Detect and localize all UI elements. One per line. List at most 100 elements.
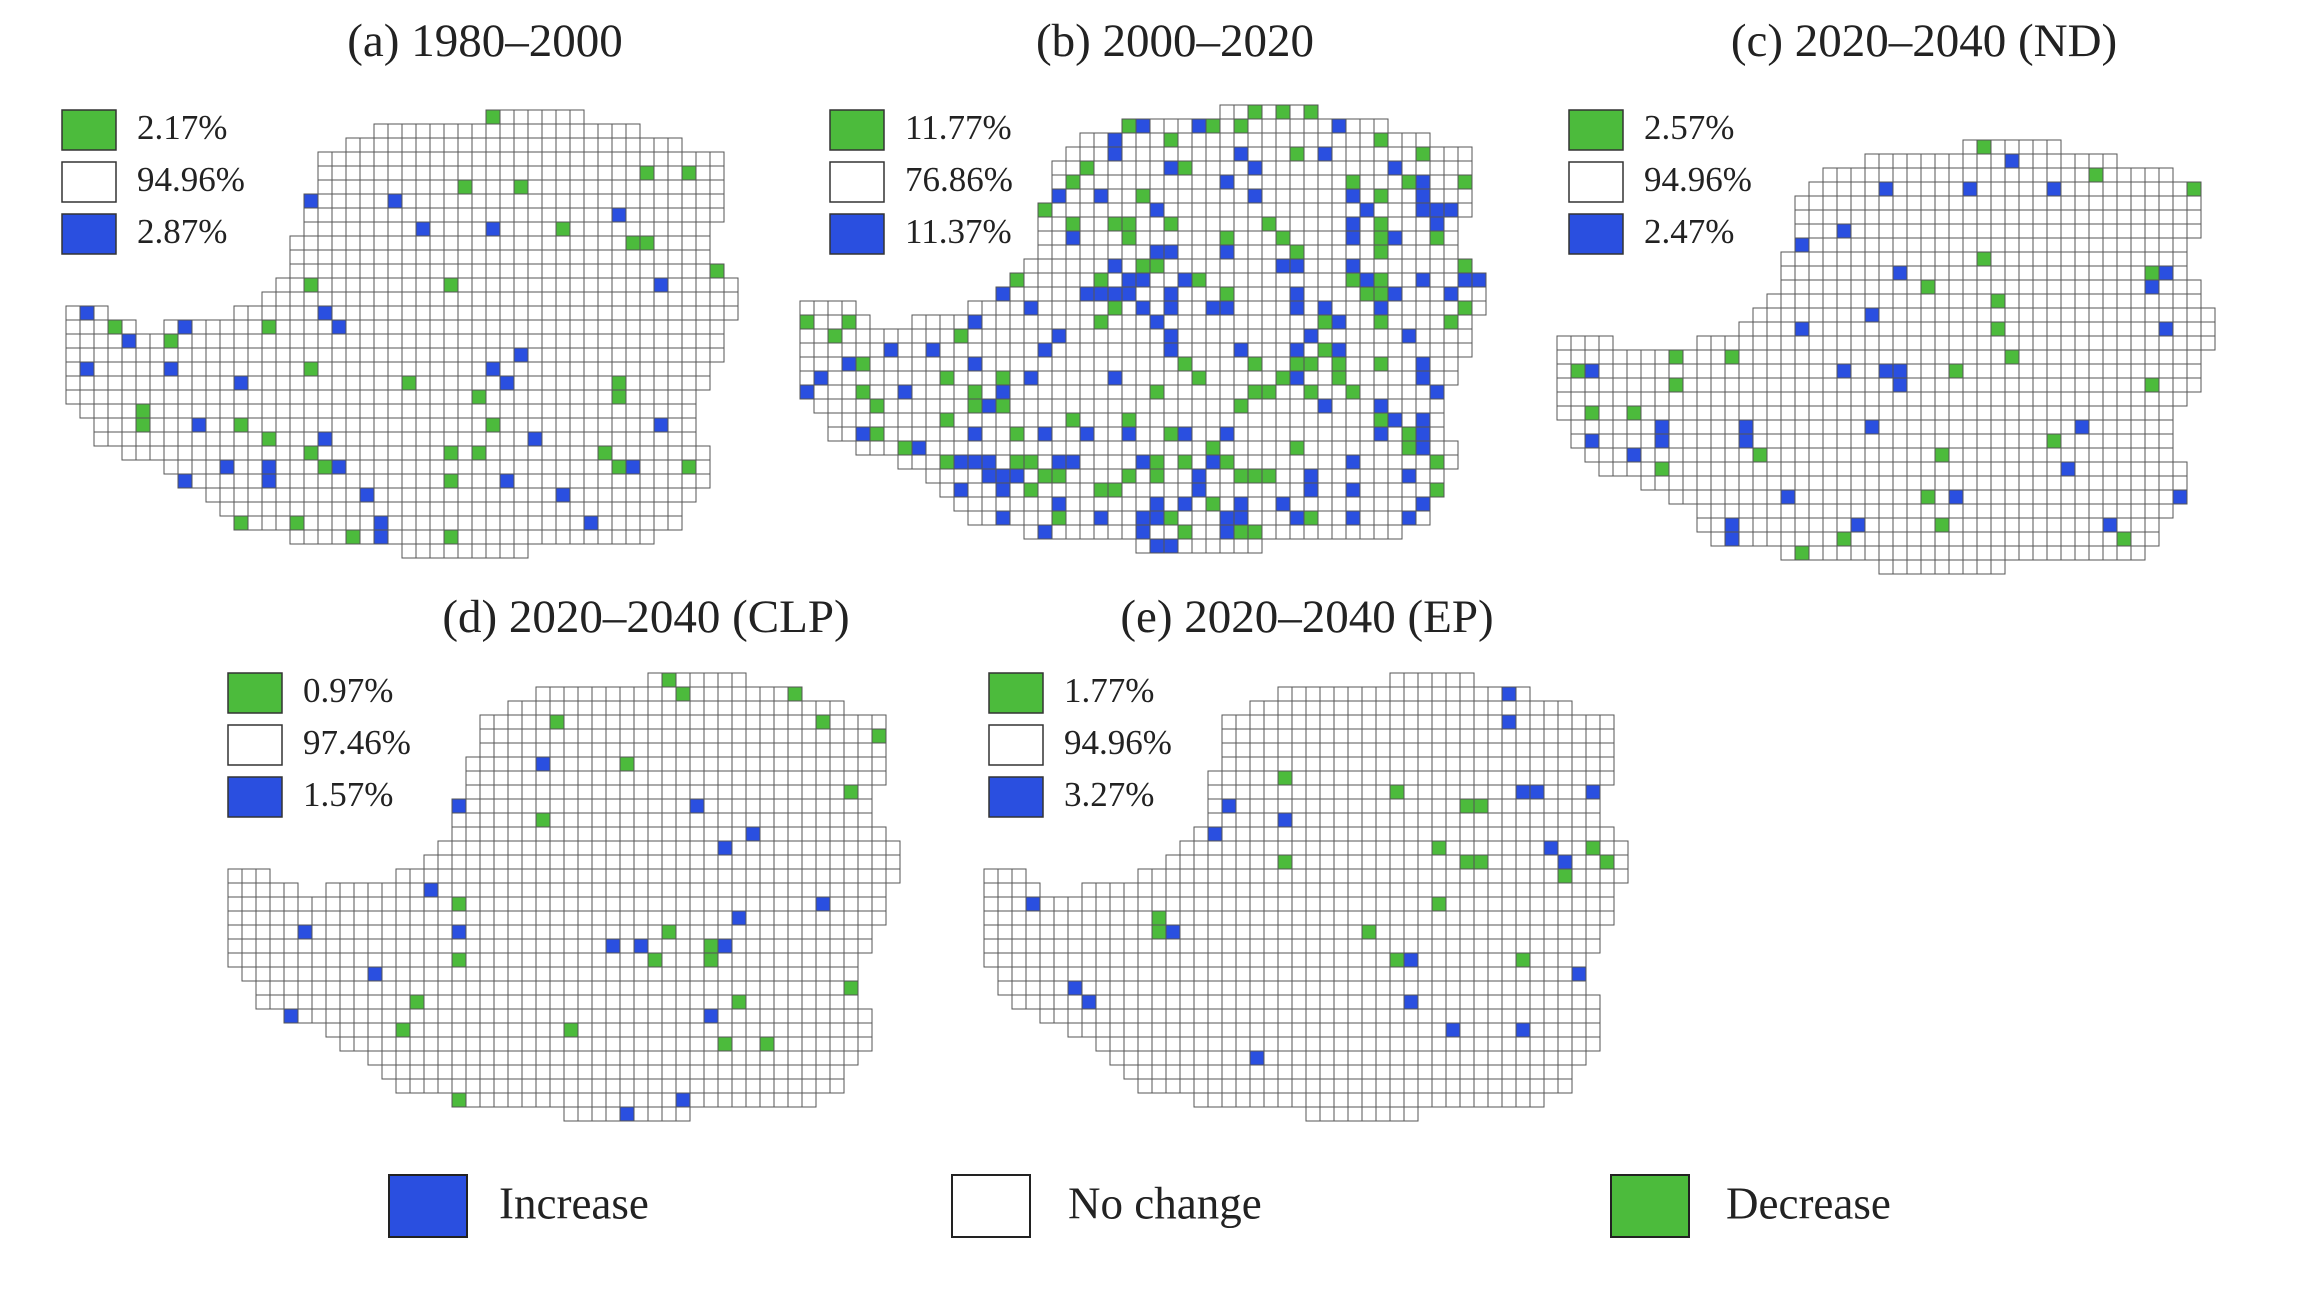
map-cell [925, 342, 941, 358]
map-cell [639, 375, 655, 391]
map-cell [1121, 314, 1137, 330]
map-cell [675, 966, 691, 982]
map-cell [1179, 854, 1195, 870]
map-cell [1948, 349, 1964, 365]
map-cell [1359, 286, 1375, 302]
map-cell [1093, 524, 1109, 540]
map-cell [647, 1078, 663, 1094]
map-cell [1247, 496, 1263, 512]
map-cell [953, 496, 969, 512]
map-cell [625, 277, 641, 293]
map-cell [1445, 742, 1461, 758]
map-cell [1976, 545, 1992, 561]
map-cell [513, 193, 529, 209]
map-cell [451, 910, 467, 926]
map-cell [1361, 896, 1377, 912]
map-cell [401, 529, 417, 545]
map-cell [1009, 440, 1025, 456]
map-cell [1417, 826, 1433, 842]
map-cell [387, 151, 403, 167]
map-cell [1387, 356, 1403, 372]
map-cell [967, 426, 983, 442]
map-cell [65, 305, 81, 321]
map-cell [2144, 419, 2160, 435]
map-cell [703, 966, 719, 982]
map-cell [1920, 559, 1936, 575]
map-cell [995, 286, 1011, 302]
map-cell [625, 473, 641, 489]
map-cell [457, 277, 473, 293]
map-cell [367, 938, 383, 954]
map-cell [709, 333, 725, 349]
map-cell [639, 403, 655, 419]
map-cell [1261, 272, 1277, 288]
map-cell [1359, 146, 1375, 162]
map-cell [339, 938, 355, 954]
legend-percent: 2.17% [137, 108, 227, 147]
map-cell [1233, 468, 1249, 484]
map-cell [1221, 910, 1237, 926]
map-cell [1107, 188, 1123, 204]
map-cell [1191, 398, 1207, 414]
map-cell [869, 356, 885, 372]
map-cell [1387, 174, 1403, 190]
map-cell [1193, 896, 1209, 912]
map-cell [1317, 146, 1333, 162]
map-cell [1962, 433, 1978, 449]
map-cell [541, 109, 557, 125]
map-cell [1331, 132, 1347, 148]
map-cell [577, 728, 593, 744]
map-cell [1219, 398, 1235, 414]
map-cell [1345, 174, 1361, 190]
map-cell [667, 459, 683, 475]
map-cell [353, 952, 369, 968]
map-cell [1878, 447, 1894, 463]
map-cell [1065, 328, 1081, 344]
map-cell [247, 389, 263, 405]
map-cell [1107, 342, 1123, 358]
map-cell [619, 714, 635, 730]
map-cell [311, 1008, 327, 1024]
map-cell [1219, 510, 1235, 526]
map-cell [359, 403, 375, 419]
legend-percent: 11.37% [905, 212, 1012, 251]
map-cell [801, 994, 817, 1010]
map-cell [303, 417, 319, 433]
map-cell [1303, 286, 1319, 302]
map-cell [79, 403, 95, 419]
map-cell [695, 361, 711, 377]
map-cell [1219, 440, 1235, 456]
map-cell [1473, 854, 1489, 870]
map-cell [1193, 840, 1209, 856]
map-cell [2060, 153, 2076, 169]
map-cell [1682, 433, 1698, 449]
map-cell [583, 305, 599, 321]
map-cell [1205, 244, 1221, 260]
map-cell [2004, 391, 2020, 407]
map-cell [1878, 419, 1894, 435]
map-cell [1459, 784, 1475, 800]
map-cell [1261, 202, 1277, 218]
map-cell [1289, 454, 1305, 470]
map-cell [1261, 384, 1277, 400]
map-cell [507, 728, 523, 744]
map-cell [577, 1092, 593, 1108]
map-cell [373, 249, 389, 265]
map-cell [2032, 391, 2048, 407]
map-cell [507, 1092, 523, 1108]
map-cell [605, 1036, 621, 1052]
map-cell [1794, 209, 1810, 225]
map-cell [401, 263, 417, 279]
map-cell [1191, 454, 1207, 470]
map-cell [401, 389, 417, 405]
map-cell [911, 398, 927, 414]
map-cell [591, 1106, 607, 1122]
map-cell [675, 952, 691, 968]
map-cell [177, 431, 193, 447]
map-cell [787, 798, 803, 814]
map-cell [1822, 349, 1838, 365]
map-cell [485, 543, 501, 559]
map-cell [787, 1022, 803, 1038]
map-cell [1836, 181, 1852, 197]
